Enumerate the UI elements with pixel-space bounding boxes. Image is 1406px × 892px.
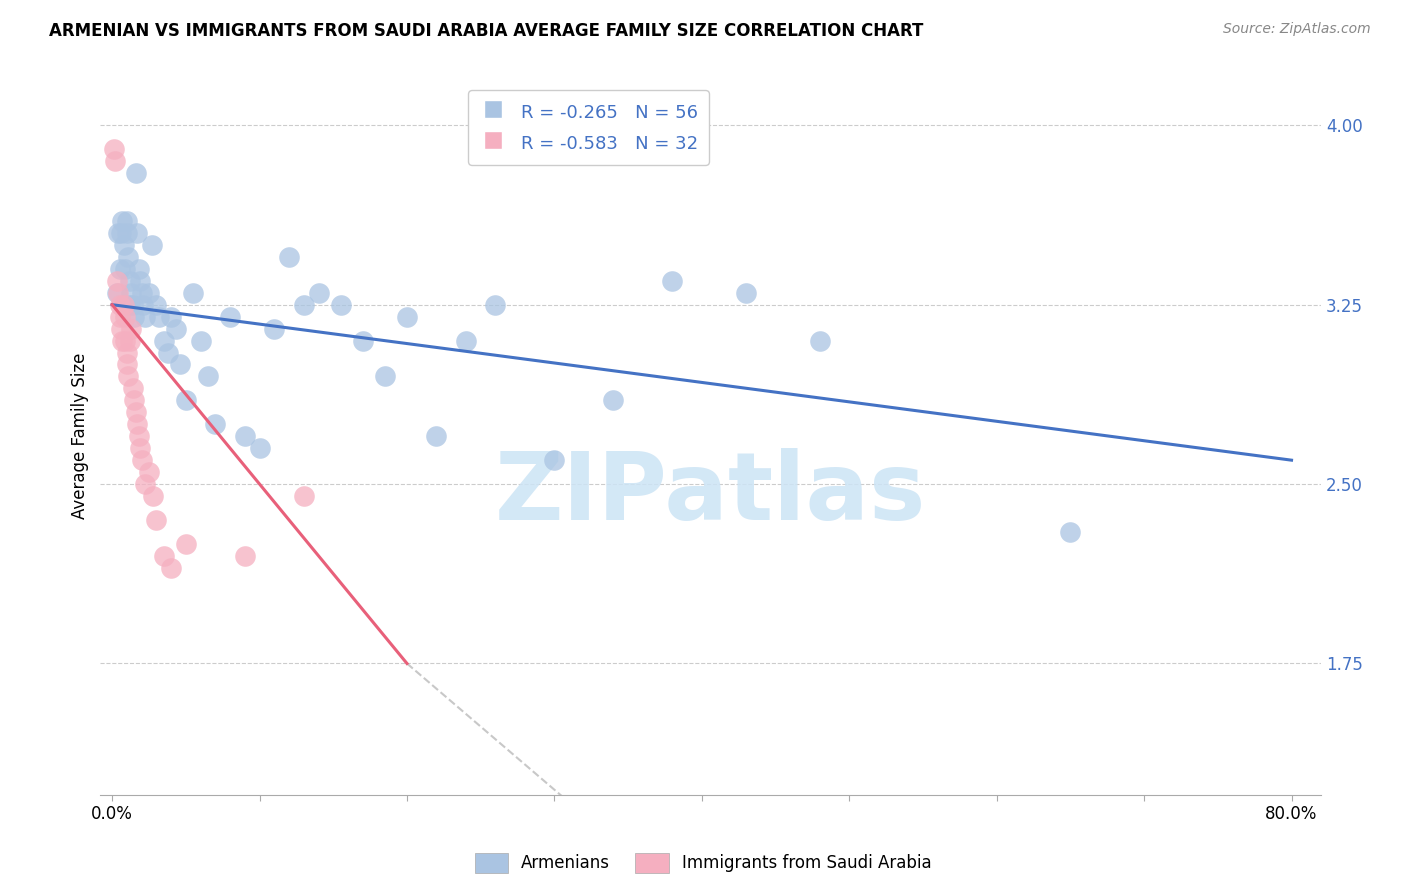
Point <box>104 154 127 169</box>
Point <box>117 369 139 384</box>
Point <box>735 285 758 300</box>
Point <box>131 453 153 467</box>
Point <box>121 298 143 312</box>
Point <box>197 369 219 384</box>
Point <box>122 310 145 324</box>
Point <box>292 489 315 503</box>
Point <box>128 261 150 276</box>
Point <box>142 489 165 503</box>
Point <box>108 298 131 312</box>
Point <box>127 417 149 432</box>
Point <box>138 465 160 479</box>
Point <box>204 417 226 432</box>
Point <box>134 477 156 491</box>
Point <box>115 358 138 372</box>
Point <box>121 381 143 395</box>
Point <box>115 345 138 359</box>
Point <box>138 285 160 300</box>
Point <box>108 310 131 324</box>
Legend: Armenians, Immigrants from Saudi Arabia: Armenians, Immigrants from Saudi Arabia <box>468 847 938 880</box>
Text: ZIPatlas: ZIPatlas <box>495 448 927 540</box>
Point <box>352 334 374 348</box>
Point <box>395 310 418 324</box>
Y-axis label: Average Family Size: Average Family Size <box>72 353 89 519</box>
Point <box>329 298 352 312</box>
Point <box>233 549 256 563</box>
Point <box>105 285 128 300</box>
Point <box>112 298 135 312</box>
Point <box>152 549 174 563</box>
Point <box>114 261 136 276</box>
Point <box>110 226 132 240</box>
Point <box>484 298 506 312</box>
Point <box>165 321 187 335</box>
Point <box>115 214 138 228</box>
Point <box>117 250 139 264</box>
Point <box>114 334 136 348</box>
Point <box>602 393 624 408</box>
Point <box>190 334 212 348</box>
Point <box>118 274 141 288</box>
Point <box>131 285 153 300</box>
Point <box>105 274 128 288</box>
Point <box>1059 524 1081 539</box>
Point <box>125 405 148 419</box>
Point <box>308 285 330 300</box>
Point <box>120 321 142 335</box>
Point <box>122 393 145 408</box>
Point <box>263 321 285 335</box>
Point <box>160 561 183 575</box>
Point <box>111 334 134 348</box>
Point <box>115 226 138 240</box>
Point <box>148 310 170 324</box>
Point <box>278 250 301 264</box>
Point <box>174 537 197 551</box>
Point <box>112 238 135 252</box>
Point <box>128 429 150 443</box>
Point <box>425 429 447 443</box>
Text: ARMENIAN VS IMMIGRANTS FROM SAUDI ARABIA AVERAGE FAMILY SIZE CORRELATION CHART: ARMENIAN VS IMMIGRANTS FROM SAUDI ARABIA… <box>49 22 924 40</box>
Point <box>114 310 136 324</box>
Point <box>169 358 191 372</box>
Point <box>141 238 163 252</box>
Point <box>129 441 152 455</box>
Point <box>110 321 132 335</box>
Point <box>125 166 148 180</box>
Point <box>543 453 565 467</box>
Point <box>454 334 477 348</box>
Point <box>374 369 396 384</box>
Point <box>111 214 134 228</box>
Point <box>134 310 156 324</box>
Point <box>107 285 129 300</box>
Point <box>160 310 183 324</box>
Point <box>132 298 155 312</box>
Point <box>120 285 142 300</box>
Point <box>103 142 125 156</box>
Point <box>145 298 167 312</box>
Point <box>129 274 152 288</box>
Point <box>174 393 197 408</box>
Point <box>219 310 242 324</box>
Point <box>157 345 180 359</box>
Point <box>661 274 683 288</box>
Legend: R = -0.265   N = 56, R = -0.583   N = 32: R = -0.265 N = 56, R = -0.583 N = 32 <box>468 90 709 165</box>
Point <box>118 298 141 312</box>
Point <box>108 261 131 276</box>
Point <box>107 226 129 240</box>
Point <box>808 334 831 348</box>
Point <box>152 334 174 348</box>
Point <box>118 334 141 348</box>
Point <box>249 441 271 455</box>
Point <box>127 226 149 240</box>
Point <box>145 513 167 527</box>
Text: Source: ZipAtlas.com: Source: ZipAtlas.com <box>1223 22 1371 37</box>
Point <box>292 298 315 312</box>
Point <box>181 285 204 300</box>
Point <box>233 429 256 443</box>
